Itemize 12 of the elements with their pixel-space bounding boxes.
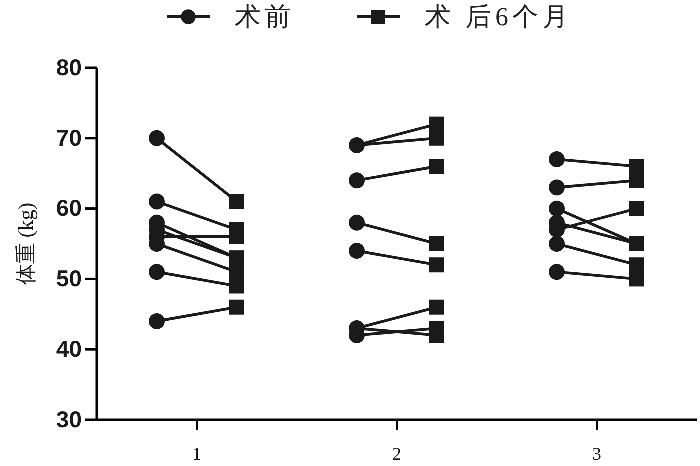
- x-tick-label: 3: [592, 444, 602, 464]
- legend-label: 术前: [235, 2, 295, 32]
- y-tick-label: 80: [56, 54, 82, 80]
- y-axis-title: 体重 (kg): [14, 202, 38, 286]
- y-tick-label: 60: [56, 195, 82, 222]
- y-tick-label: 30: [56, 406, 82, 432]
- legend-label: 术 后6个月: [425, 2, 572, 32]
- x-tick-label: 2: [392, 444, 402, 464]
- y-tick-label: 40: [56, 336, 82, 362]
- y-tick-label: 50: [56, 266, 82, 292]
- x-tick-label: 1: [192, 444, 202, 464]
- y-tick-label: 70: [56, 124, 82, 151]
